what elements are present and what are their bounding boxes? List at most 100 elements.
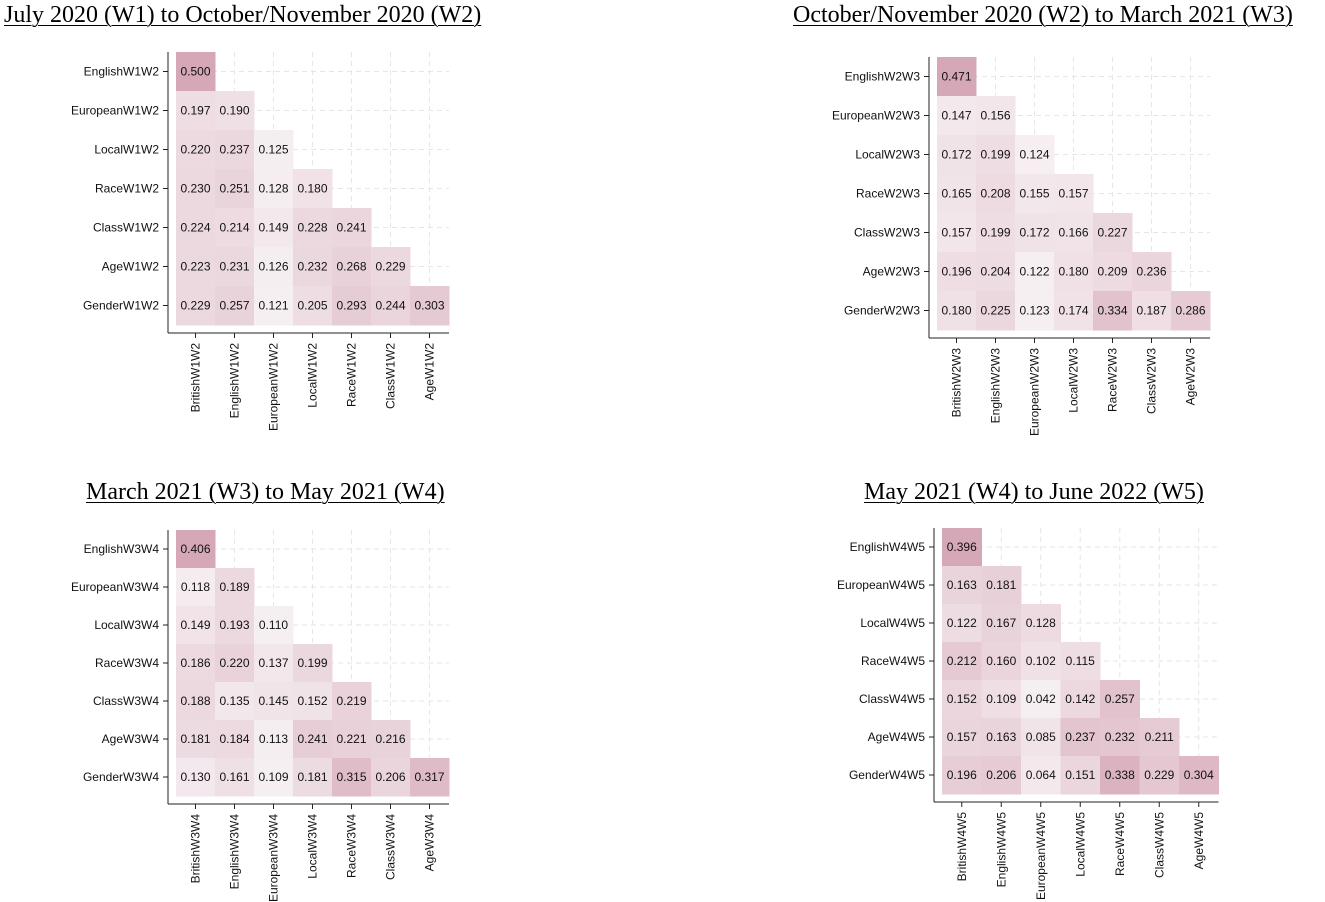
heatmap-cell — [293, 247, 333, 287]
cell-value: 0.085 — [1026, 730, 1056, 744]
heatmap-cell — [1021, 718, 1061, 757]
cell-value: 0.149 — [258, 221, 288, 235]
heatmap-cell — [254, 286, 294, 326]
row-label: ClassW3W4 — [93, 694, 159, 708]
heatmap-cell — [976, 135, 1016, 175]
heatmap-cell — [976, 174, 1016, 214]
cell-value: 0.229 — [1144, 768, 1174, 782]
heatmap-cell — [981, 566, 1022, 605]
cell-value: 0.124 — [1019, 148, 1049, 162]
heatmap-cell — [215, 208, 255, 248]
cell-value: 0.237 — [219, 143, 249, 157]
row-label: GenderW3W4 — [83, 770, 159, 784]
cell-value: 0.196 — [947, 768, 977, 782]
cell-value: 0.142 — [1065, 692, 1095, 706]
cell-value: 0.130 — [180, 770, 210, 784]
cell-value: 0.304 — [1184, 768, 1214, 782]
heatmap-cell — [371, 758, 411, 797]
heatmap-cell — [332, 286, 372, 326]
cell-value: 0.206 — [375, 770, 405, 784]
cell-value: 0.174 — [1058, 304, 1088, 318]
heatmap-cell — [215, 286, 255, 326]
cell-value: 0.122 — [1019, 265, 1049, 279]
row-label: AgeW4W5 — [868, 730, 926, 744]
cell-value: 0.268 — [336, 260, 366, 274]
heatmap-cell — [937, 96, 977, 136]
cell-value: 0.163 — [947, 578, 977, 592]
col-label: BritishW3W4 — [189, 814, 203, 884]
cell-value: 0.122 — [947, 616, 977, 630]
col-label: AgeW4W5 — [1192, 812, 1206, 870]
heatmap-cell — [254, 169, 294, 209]
heatmap-cell — [176, 530, 216, 569]
cell-value: 0.149 — [180, 618, 210, 632]
heatmap-cell — [293, 208, 333, 248]
heatmap-cell — [1093, 252, 1133, 292]
cell-value: 0.251 — [219, 182, 249, 196]
cell-value: 0.128 — [1026, 616, 1056, 630]
cell-value: 0.317 — [414, 770, 444, 784]
row-label: LocalW3W4 — [94, 618, 159, 632]
heatmap-cell — [1021, 756, 1061, 795]
cell-value: 0.334 — [1097, 304, 1127, 318]
row-label: ClassW2W3 — [854, 226, 920, 240]
row-label: RaceW4W5 — [861, 654, 925, 668]
heatmap-cell — [293, 758, 333, 797]
cell-value: 0.208 — [980, 187, 1010, 201]
heatmap-cell — [942, 566, 982, 605]
heatmap-cell — [176, 286, 216, 326]
heatmap-cell — [1093, 291, 1133, 331]
col-label: ClassW4W5 — [1152, 812, 1166, 878]
cell-value: 0.157 — [1058, 187, 1088, 201]
row-label: EuropeanW1W2 — [71, 104, 159, 118]
heatmap-cell — [332, 208, 372, 248]
heatmap-cell — [942, 642, 982, 681]
heatmap-cell — [942, 528, 982, 567]
cell-value: 0.064 — [1026, 768, 1056, 782]
col-label: LocalW1W2 — [306, 343, 320, 408]
heatmap-cell — [176, 91, 216, 131]
heatmap-cell — [942, 756, 982, 795]
heatmap-cell — [1132, 252, 1172, 292]
heatmap-cell — [1015, 174, 1055, 214]
col-label: BritishW2W3 — [950, 348, 964, 418]
heatmap-cell — [215, 606, 255, 645]
cell-value: 0.236 — [1136, 265, 1166, 279]
heatmap-cell — [410, 758, 450, 797]
heatmap-cell — [1015, 252, 1055, 292]
heatmap-cell — [976, 213, 1016, 253]
heatmap-cell — [1015, 135, 1055, 175]
cell-value: 0.118 — [181, 580, 210, 594]
heatmap-cell — [1100, 756, 1140, 795]
heatmap-cell — [1015, 213, 1055, 253]
heatmap-cell — [176, 568, 216, 607]
cell-value: 0.102 — [1026, 654, 1056, 668]
cell-value: 0.186 — [180, 656, 210, 670]
heatmap-cell — [176, 208, 216, 248]
cell-value: 0.193 — [219, 618, 249, 632]
cell-value: 0.209 — [1097, 265, 1127, 279]
cell-value: 0.241 — [297, 732, 327, 746]
col-label: AgeW2W3 — [1184, 348, 1198, 406]
row-label: EuropeanW2W3 — [832, 109, 920, 123]
heatmap-cell — [1021, 604, 1061, 643]
row-label: GenderW1W2 — [83, 299, 159, 313]
row-label: RaceW3W4 — [95, 656, 159, 670]
row-label: ClassW1W2 — [93, 221, 159, 235]
row-label: GenderW2W3 — [844, 304, 920, 318]
heatmap-cell — [976, 291, 1016, 331]
cell-value: 0.110 — [259, 618, 288, 632]
col-label: EuropeanW4W5 — [1034, 812, 1048, 900]
cell-value: 0.406 — [180, 542, 210, 556]
cell-value: 0.172 — [941, 148, 971, 162]
heatmap-cell — [1139, 718, 1180, 757]
cell-value: 0.151 — [1065, 768, 1095, 782]
row-label: EnglishW1W2 — [84, 65, 160, 79]
cell-value: 0.221 — [336, 732, 366, 746]
row-label: RaceW2W3 — [856, 187, 920, 201]
cell-value: 0.181 — [297, 770, 327, 784]
heatmap-cell — [332, 247, 372, 287]
